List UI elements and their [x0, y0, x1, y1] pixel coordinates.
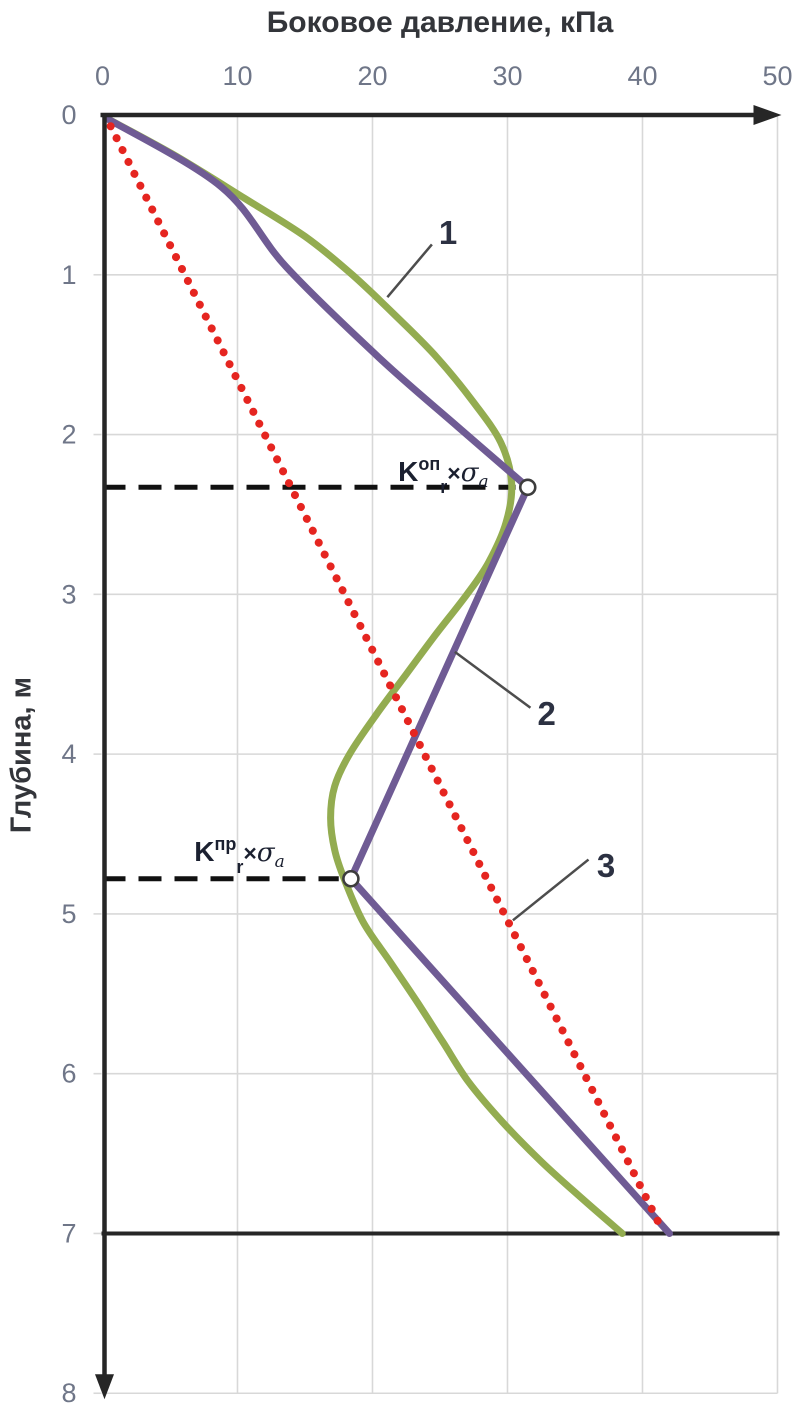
series-number-label: 2 [537, 695, 555, 732]
formula-part: пр [215, 834, 237, 854]
vertex-marker [518, 478, 537, 497]
vertex-marker [342, 869, 360, 888]
y-tick-label: 1 [61, 260, 76, 290]
x-axis-arrow [753, 105, 782, 125]
formula-part: σ [461, 458, 480, 488]
y-tick-label: 8 [61, 1378, 76, 1408]
y-tick-label: 3 [61, 579, 76, 609]
x-tick-label: 0 [95, 61, 110, 91]
y-tick-label: 7 [61, 1218, 76, 1248]
formula-part: r [236, 857, 243, 877]
formula-part: K [398, 456, 418, 487]
formula-part: a [478, 472, 488, 492]
label-leader-line [454, 650, 532, 709]
formula-part: × [243, 840, 256, 866]
y-tick-label: 4 [61, 739, 76, 769]
x-tick-label: 50 [762, 61, 792, 91]
formula-part: σ [257, 838, 276, 868]
x-tick-label: 40 [627, 61, 657, 91]
y-tick-label: 5 [61, 899, 76, 929]
series-number-label: 3 [597, 847, 615, 884]
y-tick-label: 2 [61, 420, 76, 450]
x-tick-label: 10 [222, 61, 252, 91]
formula-part: × [447, 460, 460, 486]
formula-part: K [194, 836, 214, 867]
chart-title: Боковое давление, кПа [266, 6, 614, 39]
y-tick-label: 0 [61, 100, 76, 130]
series-3-dotted-line [106, 122, 664, 1230]
y-tick-label: 6 [61, 1059, 76, 1089]
x-tick-label: 20 [357, 61, 387, 91]
label-leader-line [386, 243, 433, 298]
label-leader-line [512, 858, 590, 922]
formula-part: оп [418, 454, 440, 474]
formula-part: a [275, 852, 285, 872]
x-tick-label: 30 [492, 61, 522, 91]
series-2-line [103, 114, 673, 1237]
series-number-label: 1 [439, 214, 457, 251]
y-axis-arrow [95, 1374, 114, 1400]
threshold-formula-label: Kопr×σa [398, 454, 488, 497]
series-1-curve [103, 114, 626, 1237]
formula-part: r [440, 477, 447, 497]
threshold-formula-label: Kпр r×σa [194, 834, 284, 877]
